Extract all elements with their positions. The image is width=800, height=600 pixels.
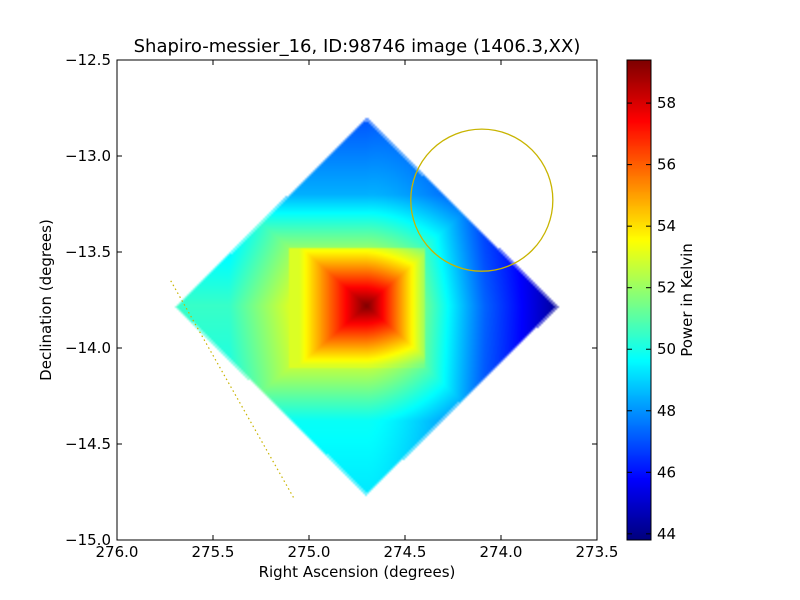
x-tick-label: 274.5: [384, 543, 427, 561]
chart-title: Shapiro-messier_16, ID:98746 image (1406…: [134, 36, 581, 57]
x-tick-label: 274.0: [480, 543, 523, 561]
colorbar: 44 46 48 50 52 54 56 58: [626, 59, 676, 543]
y-tick-label: −12.5: [65, 51, 111, 69]
x-tick-label: 275.5: [192, 543, 235, 561]
x-tick-label: 275.0: [288, 543, 331, 561]
colorbar-frame: [626, 59, 652, 541]
colorbar-tick-label: 52: [657, 279, 676, 297]
colorbar-label: Power in Kelvin: [678, 243, 696, 357]
x-axis-label: Right Ascension (degrees): [259, 563, 456, 581]
overlay-layer: [170, 128, 554, 499]
colorbar-tick-label: 48: [657, 402, 676, 420]
dotted-line: [170, 280, 295, 499]
colorbar-tick-label: 50: [657, 340, 676, 358]
y-tick-label: −13.5: [65, 243, 111, 261]
colorbar-tick-label: 58: [657, 94, 676, 112]
x-tick-label: 276.0: [96, 543, 139, 561]
y-tick-label: −14.0: [65, 339, 111, 357]
y-tick-label: −14.5: [65, 435, 111, 453]
y-tick-label: −13.0: [65, 147, 111, 165]
plot-area: [117, 60, 597, 540]
colorbar-gradient: [627, 60, 651, 540]
colorbar-tick-label: 56: [657, 156, 676, 174]
y-axis-label: Declination (degrees): [37, 219, 55, 381]
colorbar-ticks: 44 46 48 50 52 54 56 58: [627, 94, 676, 543]
y-tick-label: −15.0: [65, 531, 111, 549]
colorbar-tick-label: 54: [657, 217, 676, 235]
heatmap-image: [117, 60, 597, 540]
y-axis: −12.5 −13.0 −13.5 −14.0 −14.5 −15.0: [65, 51, 597, 549]
x-axis: 276.0 275.5 275.0 274.5 274.0 273.5: [96, 60, 619, 561]
colorbar-tick-label: 44: [657, 525, 676, 543]
x-tick-label: 273.5: [576, 543, 619, 561]
colorbar-tick-label: 46: [657, 463, 676, 481]
region-circle: [410, 128, 554, 272]
plot-frame: [116, 59, 598, 541]
